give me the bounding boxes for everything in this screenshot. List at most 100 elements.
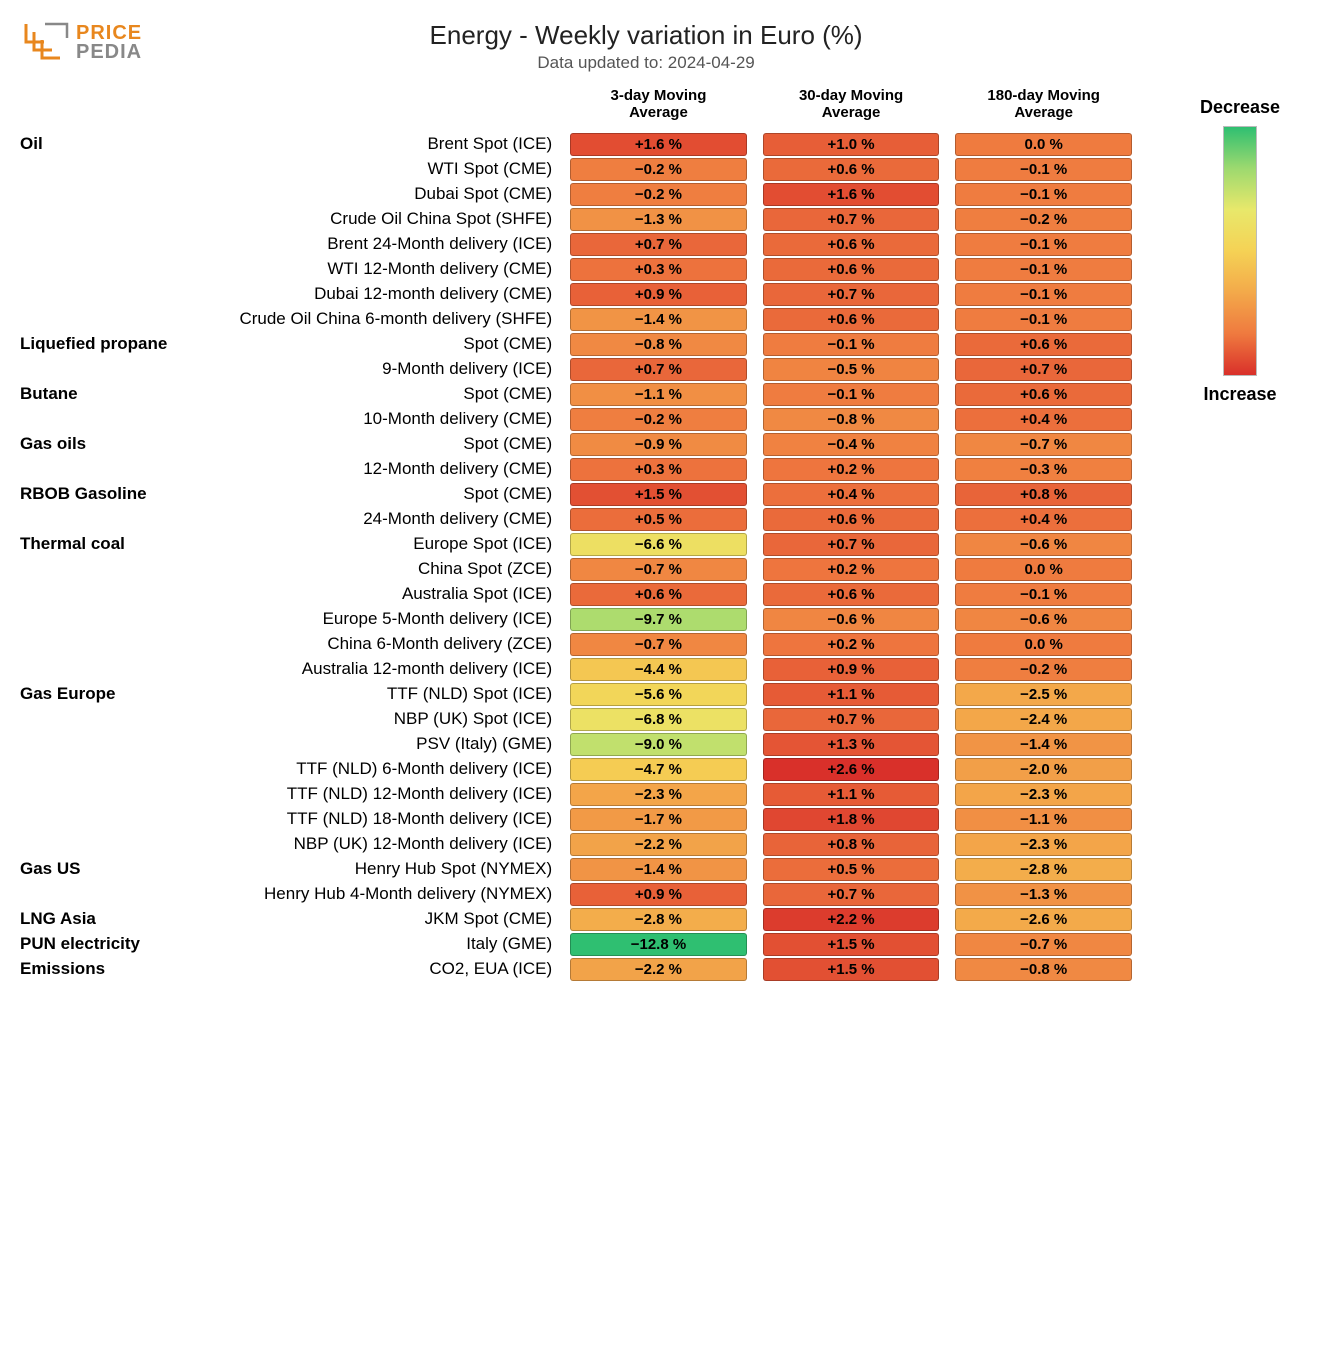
heatmap-cell: +0.6 %	[562, 582, 755, 607]
heatmap-cell: −0.1 %	[947, 582, 1140, 607]
heatmap-cell: −0.2 %	[947, 657, 1140, 682]
category-label: Gas Europe	[20, 682, 213, 707]
category-label	[20, 807, 213, 832]
heatmap-cell: −0.1 %	[947, 232, 1140, 257]
table-row: Dubai Spot (CME)−0.2 %+1.6 %−0.1 %	[20, 182, 1140, 207]
heatmap-cell: +0.6 %	[755, 507, 948, 532]
category-label	[20, 657, 213, 682]
category-label	[20, 157, 213, 182]
heatmap-cell: −0.2 %	[562, 407, 755, 432]
row-label: TTF (NLD) 12-Month delivery (ICE)	[213, 782, 563, 807]
column-header: 3-day MovingAverage	[562, 83, 755, 132]
color-legend: Decrease Increase	[1180, 83, 1300, 409]
heatmap-cell: +0.7 %	[755, 707, 948, 732]
table-row: Thermal coalEurope Spot (ICE)−6.6 %+0.7 …	[20, 532, 1140, 557]
table-row: Crude Oil China Spot (SHFE)−1.3 %+0.7 %−…	[20, 207, 1140, 232]
heatmap-cell: +0.4 %	[947, 507, 1140, 532]
heatmap-cell: −2.5 %	[947, 682, 1140, 707]
heatmap-cell: −1.7 %	[562, 807, 755, 832]
category-label	[20, 882, 213, 907]
row-label: TTF (NLD) 6-Month delivery (ICE)	[213, 757, 563, 782]
heatmap-cell: −0.5 %	[755, 357, 948, 382]
heatmap-cell: +0.8 %	[947, 482, 1140, 507]
row-label: Spot (CME)	[213, 332, 563, 357]
category-label: Oil	[20, 132, 213, 157]
table-row: EmissionsCO2, EUA (ICE)−2.2 %+1.5 %−0.8 …	[20, 957, 1140, 982]
table-row: WTI Spot (CME)−0.2 %+0.6 %−0.1 %	[20, 157, 1140, 182]
page-title: Energy - Weekly variation in Euro (%)	[142, 20, 1150, 51]
page-subtitle: Data updated to: 2024-04-29	[142, 53, 1150, 73]
row-label: JKM Spot (CME)	[213, 907, 563, 932]
row-label: 9-Month delivery (ICE)	[213, 357, 563, 382]
table-row: China Spot (ZCE)−0.7 %+0.2 %0.0 %	[20, 557, 1140, 582]
heatmap-cell: −2.2 %	[562, 832, 755, 857]
heatmap-cell: +1.5 %	[755, 932, 948, 957]
table-row: NBP (UK) Spot (ICE)−6.8 %+0.7 %−2.4 %	[20, 707, 1140, 732]
heatmap-cell: 0.0 %	[947, 557, 1140, 582]
heatmap-cell: −0.2 %	[947, 207, 1140, 232]
row-label: Spot (CME)	[213, 432, 563, 457]
heatmap-cell: −2.3 %	[947, 782, 1140, 807]
row-label: 10-Month delivery (CME)	[213, 407, 563, 432]
heatmap-cell: +0.2 %	[755, 632, 948, 657]
heatmap-cell: −0.7 %	[947, 932, 1140, 957]
heatmap-cell: −5.6 %	[562, 682, 755, 707]
category-label: PUN electricity	[20, 932, 213, 957]
heatmap-cell: +1.5 %	[562, 482, 755, 507]
category-label	[20, 832, 213, 857]
category-label: RBOB Gasoline	[20, 482, 213, 507]
heatmap-cell: −0.7 %	[562, 632, 755, 657]
heatmap-cell: −2.8 %	[947, 857, 1140, 882]
heatmap-cell: +0.7 %	[947, 357, 1140, 382]
row-label: PSV (Italy) (GME)	[213, 732, 563, 757]
heatmap-cell: +1.1 %	[755, 682, 948, 707]
heatmap-cell: −0.8 %	[562, 332, 755, 357]
heatmap-cell: +2.2 %	[755, 907, 948, 932]
row-label: Spot (CME)	[213, 382, 563, 407]
category-label: Liquefied propane	[20, 332, 213, 357]
heatmap-cell: +1.8 %	[755, 807, 948, 832]
heatmap-cell: +0.7 %	[755, 882, 948, 907]
table-row: Europe 5-Month delivery (ICE)−9.7 %−0.6 …	[20, 607, 1140, 632]
category-label	[20, 257, 213, 282]
row-label: 12-Month delivery (CME)	[213, 457, 563, 482]
row-label: Europe Spot (ICE)	[213, 532, 563, 557]
category-label: Gas US	[20, 857, 213, 882]
heatmap-cell: +0.7 %	[755, 282, 948, 307]
row-label: Australia Spot (ICE)	[213, 582, 563, 607]
row-label: Crude Oil China 6-month delivery (SHFE)	[213, 307, 563, 332]
table-row: PSV (Italy) (GME)−9.0 %+1.3 %−1.4 %	[20, 732, 1140, 757]
logo-text-price: PRICE	[76, 24, 142, 43]
table-row: Gas oilsSpot (CME)−0.9 %−0.4 %−0.7 %	[20, 432, 1140, 457]
heatmap-cell: −1.4 %	[562, 857, 755, 882]
row-label: NBP (UK) 12-Month delivery (ICE)	[213, 832, 563, 857]
heatmap-cell: −0.1 %	[947, 307, 1140, 332]
heatmap-cell: +1.6 %	[562, 132, 755, 157]
table-row: Henry Hub 4-Month delivery (NYMEX)+0.9 %…	[20, 882, 1140, 907]
row-label: Brent Spot (ICE)	[213, 132, 563, 157]
table-row: Brent 24-Month delivery (ICE)+0.7 %+0.6 …	[20, 232, 1140, 257]
heatmap-cell: −0.8 %	[947, 957, 1140, 982]
table-row: PUN electricityItaly (GME)−12.8 %+1.5 %−…	[20, 932, 1140, 957]
heatmap-cell: −0.9 %	[562, 432, 755, 457]
heatmap-cell: −9.7 %	[562, 607, 755, 632]
row-label: Dubai Spot (CME)	[213, 182, 563, 207]
heatmap-cell: −0.1 %	[947, 282, 1140, 307]
category-label	[20, 457, 213, 482]
category-label	[20, 782, 213, 807]
table-row: RBOB GasolineSpot (CME)+1.5 %+0.4 %+0.8 …	[20, 482, 1140, 507]
heatmap-cell: +0.4 %	[947, 407, 1140, 432]
heatmap-cell: −0.2 %	[562, 182, 755, 207]
logo-icon	[20, 20, 70, 65]
table-row: TTF (NLD) 6-Month delivery (ICE)−4.7 %+2…	[20, 757, 1140, 782]
heatmap-cell: +0.6 %	[755, 157, 948, 182]
heatmap-cell: +1.6 %	[755, 182, 948, 207]
row-label: Dubai 12-month delivery (CME)	[213, 282, 563, 307]
table-row: 9-Month delivery (ICE)+0.7 %−0.5 %+0.7 %	[20, 357, 1140, 382]
heatmap-cell: +1.1 %	[755, 782, 948, 807]
row-label: Henry Hub Spot (NYMEX)	[213, 857, 563, 882]
heatmap-cell: −12.8 %	[562, 932, 755, 957]
category-label	[20, 732, 213, 757]
heatmap-cell: +0.8 %	[755, 832, 948, 857]
table-row: WTI 12-Month delivery (CME)+0.3 %+0.6 %−…	[20, 257, 1140, 282]
